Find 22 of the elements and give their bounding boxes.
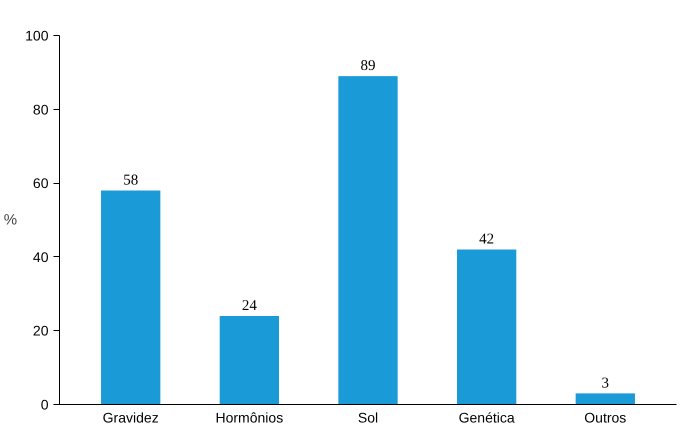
x-tick-label: Genética [458, 410, 515, 426]
y-axis-title: % [4, 212, 18, 228]
data-label: 58 [123, 172, 138, 188]
y-tick-label: 60 [32, 175, 49, 192]
x-tick-label: Outros [584, 410, 626, 426]
y-tick-label: 100 [25, 28, 49, 44]
x-tick-label: Sol [358, 410, 378, 426]
bar [101, 190, 160, 404]
data-label: 24 [242, 298, 258, 314]
y-tick-label: 20 [32, 322, 49, 339]
x-tick-label: Hormônios [216, 410, 284, 426]
bar [576, 393, 635, 404]
bar [456, 250, 516, 404]
y-tick-label: 0 [40, 396, 49, 412]
bar [220, 316, 280, 404]
bar [338, 76, 398, 404]
data-label: 3 [602, 375, 610, 392]
y-tick-label: 80 [32, 101, 49, 118]
x-tick-label: Gravidez [102, 410, 159, 426]
y-tick-label: 40 [32, 248, 49, 265]
data-label: 89 [360, 58, 376, 74]
data-label: 42 [479, 232, 494, 248]
